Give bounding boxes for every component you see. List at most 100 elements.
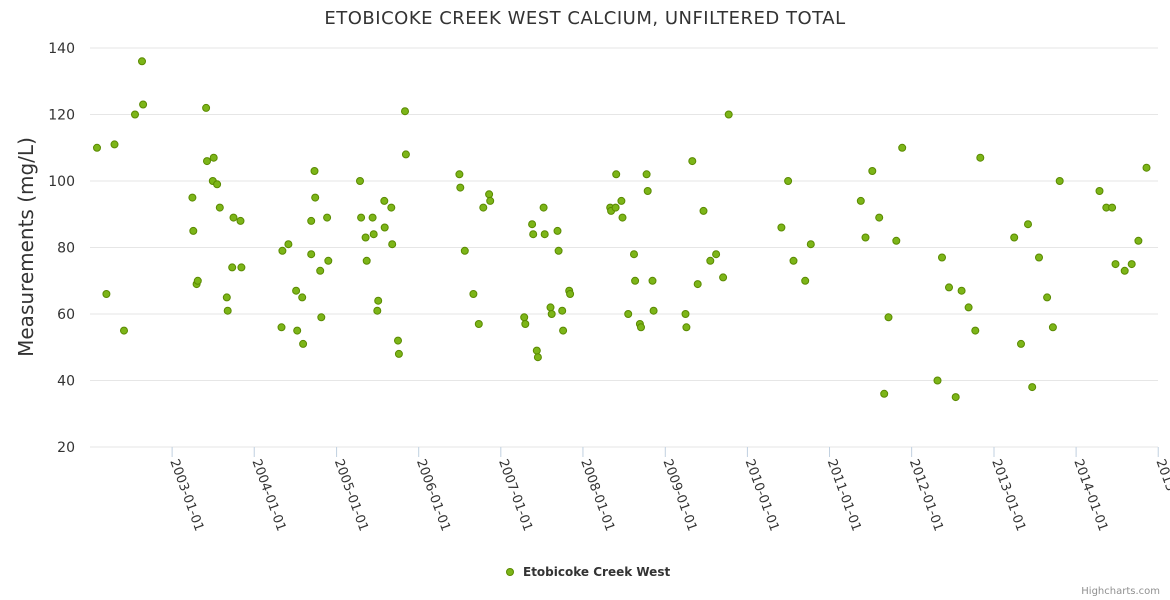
- data-point[interactable]: [539, 203, 548, 212]
- data-point[interactable]: [558, 306, 567, 315]
- data-point[interactable]: [317, 313, 326, 322]
- data-point[interactable]: [311, 193, 320, 202]
- data-point[interactable]: [278, 246, 287, 255]
- data-point[interactable]: [528, 220, 537, 229]
- data-point[interactable]: [229, 213, 238, 222]
- data-point[interactable]: [649, 306, 658, 315]
- data-point[interactable]: [298, 293, 307, 302]
- data-point[interactable]: [213, 180, 222, 189]
- data-point[interactable]: [236, 216, 245, 225]
- data-point[interactable]: [193, 276, 202, 285]
- data-point[interactable]: [898, 143, 907, 152]
- data-point[interactable]: [547, 310, 556, 318]
- data-point[interactable]: [630, 250, 638, 259]
- data-point[interactable]: [394, 336, 402, 345]
- data-point[interactable]: [292, 286, 301, 295]
- data-point[interactable]: [777, 223, 786, 232]
- data-point[interactable]: [724, 110, 733, 119]
- legend-item-label[interactable]: Etobicoke Creek West: [523, 565, 670, 579]
- data-point[interactable]: [688, 157, 697, 166]
- data-point[interactable]: [964, 303, 973, 312]
- data-point[interactable]: [712, 250, 721, 259]
- data-point[interactable]: [102, 290, 111, 298]
- data-point[interactable]: [110, 140, 119, 149]
- data-point[interactable]: [892, 236, 901, 245]
- data-point[interactable]: [648, 276, 657, 285]
- data-point[interactable]: [469, 290, 478, 298]
- data-point[interactable]: [188, 193, 197, 202]
- data-point[interactable]: [693, 280, 702, 289]
- data-point[interactable]: [1127, 260, 1136, 269]
- data-point[interactable]: [356, 177, 364, 185]
- data-point[interactable]: [789, 256, 798, 265]
- data-point[interactable]: [617, 196, 626, 205]
- data-point[interactable]: [401, 107, 409, 116]
- data-point[interactable]: [559, 326, 568, 335]
- data-point[interactable]: [388, 240, 397, 249]
- data-point[interactable]: [643, 187, 652, 195]
- data-point[interactable]: [139, 100, 148, 109]
- data-point[interactable]: [307, 250, 316, 259]
- data-point[interactable]: [631, 276, 640, 285]
- data-point[interactable]: [682, 323, 691, 332]
- credits-text[interactable]: Highcharts.com: [1081, 586, 1160, 597]
- data-point[interactable]: [933, 376, 942, 385]
- data-point[interactable]: [880, 389, 889, 398]
- data-point[interactable]: [861, 233, 870, 242]
- data-point[interactable]: [131, 110, 139, 119]
- data-point[interactable]: [293, 326, 302, 335]
- data-point[interactable]: [618, 213, 627, 222]
- data-point[interactable]: [277, 323, 286, 332]
- data-point[interactable]: [1035, 253, 1043, 262]
- data-point[interactable]: [456, 183, 465, 192]
- data-point[interactable]: [553, 226, 562, 235]
- data-point[interactable]: [554, 246, 563, 255]
- data-point[interactable]: [546, 303, 555, 312]
- data-point[interactable]: [612, 170, 621, 179]
- data-point[interactable]: [203, 157, 211, 166]
- data-point[interactable]: [532, 346, 541, 355]
- data-point[interactable]: [299, 339, 308, 348]
- data-point[interactable]: [223, 306, 232, 315]
- data-point[interactable]: [310, 167, 319, 175]
- data-point[interactable]: [976, 153, 985, 162]
- data-point[interactable]: [1048, 323, 1057, 332]
- legend[interactable]: Etobicoke Creek West: [506, 565, 671, 579]
- data-point[interactable]: [1017, 339, 1025, 348]
- data-point[interactable]: [1010, 233, 1019, 242]
- data-point[interactable]: [486, 196, 495, 205]
- data-point[interactable]: [215, 203, 224, 212]
- data-point[interactable]: [369, 230, 378, 239]
- data-point[interactable]: [637, 323, 645, 332]
- data-point[interactable]: [971, 326, 980, 335]
- data-point[interactable]: [1055, 177, 1064, 185]
- data-point[interactable]: [868, 167, 877, 175]
- data-point[interactable]: [1134, 236, 1143, 245]
- data-point[interactable]: [1024, 220, 1032, 229]
- data-point[interactable]: [316, 266, 325, 275]
- data-point[interactable]: [357, 213, 366, 222]
- data-point[interactable]: [681, 310, 690, 318]
- data-point[interactable]: [138, 57, 146, 66]
- data-point[interactable]: [324, 256, 333, 265]
- data-point[interactable]: [801, 276, 810, 285]
- data-point[interactable]: [380, 196, 389, 205]
- data-point[interactable]: [362, 256, 371, 265]
- data-point[interactable]: [307, 216, 316, 225]
- data-point[interactable]: [373, 306, 382, 315]
- data-point[interactable]: [856, 196, 865, 205]
- data-point[interactable]: [284, 240, 293, 249]
- data-point[interactable]: [529, 230, 538, 239]
- data-point[interactable]: [784, 177, 793, 185]
- data-point[interactable]: [1028, 383, 1037, 392]
- data-point[interactable]: [474, 320, 483, 328]
- data-point[interactable]: [520, 313, 529, 322]
- data-point[interactable]: [957, 286, 966, 295]
- data-point[interactable]: [642, 170, 651, 179]
- data-point[interactable]: [368, 213, 377, 222]
- data-point[interactable]: [706, 256, 715, 265]
- data-point[interactable]: [237, 263, 246, 272]
- data-point[interactable]: [1111, 260, 1120, 269]
- data-point[interactable]: [699, 206, 708, 215]
- data-point[interactable]: [401, 150, 410, 159]
